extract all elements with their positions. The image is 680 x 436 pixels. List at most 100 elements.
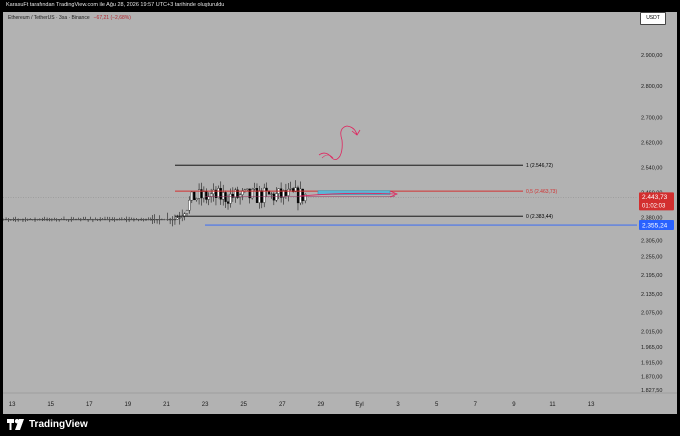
tradingview-logo[interactable]: TradingView — [7, 419, 88, 430]
candle-body — [108, 219, 111, 221]
chart-frame — [3, 12, 677, 414]
candle — [120, 217, 123, 221]
candle — [231, 187, 234, 202]
candle-body — [151, 219, 154, 221]
candle — [253, 182, 256, 191]
candle — [163, 218, 166, 221]
candle-body — [205, 191, 208, 200]
candle — [251, 187, 254, 200]
price-axis-tick: 1.915,00 — [641, 361, 662, 367]
candle-body — [62, 219, 66, 221]
price-axis-tick: 2.800,00 — [641, 84, 662, 90]
top-bar: KarasuFt tarafından TradingView.com ile … — [0, 0, 680, 12]
time-axis-tick: Eyl — [355, 402, 363, 408]
candle — [26, 218, 29, 221]
candle — [96, 218, 99, 221]
candle — [144, 218, 148, 221]
price-change: −67,21 (−2,68%) — [93, 15, 131, 21]
price-axis-tick: 2.700,00 — [641, 115, 662, 121]
candle-body — [280, 188, 283, 198]
candle — [185, 209, 189, 216]
price-axis-tick: 2.015,00 — [641, 329, 662, 335]
annotation-arrow-right[interactable] — [299, 190, 399, 198]
candle — [226, 194, 230, 210]
candle-body — [176, 217, 179, 220]
candle-body — [234, 189, 237, 198]
candle-body — [17, 219, 20, 221]
candle — [115, 218, 119, 221]
candle — [171, 216, 174, 227]
candle-body — [130, 219, 133, 221]
time-axis-tick: 15 — [47, 402, 54, 408]
candle-body — [289, 188, 292, 190]
candle — [173, 214, 177, 225]
candle-body — [128, 219, 131, 221]
candle-body — [265, 187, 268, 192]
candle — [272, 192, 275, 206]
currency-button[interactable]: USDT — [640, 12, 666, 25]
candle — [43, 216, 46, 221]
candle-body — [33, 219, 37, 221]
candle — [219, 181, 222, 205]
time-axis-tick: 17 — [86, 402, 93, 408]
candle — [205, 188, 208, 204]
candle — [50, 218, 53, 222]
time-axis-tick: 25 — [240, 402, 247, 408]
candle — [270, 192, 273, 199]
candle-body — [241, 190, 244, 195]
candle-body — [3, 219, 5, 221]
candle-body — [19, 219, 22, 221]
candle-body — [31, 219, 34, 221]
candle-body — [253, 188, 256, 190]
candle-body — [243, 189, 246, 191]
candle — [158, 215, 161, 225]
candle-body — [239, 194, 242, 198]
candle — [99, 217, 102, 222]
candle-body — [197, 189, 201, 199]
candle-body — [12, 219, 15, 221]
time-axis-tick: 13 — [588, 402, 595, 408]
candle-body — [84, 219, 87, 221]
brand-name: TradingView — [29, 419, 88, 430]
candle — [118, 217, 121, 221]
candle-body — [101, 219, 104, 221]
candle-body — [48, 219, 51, 221]
candle-body — [111, 219, 114, 221]
candle — [24, 217, 27, 222]
candle-body — [43, 219, 46, 221]
candle-body — [36, 219, 39, 221]
candle-body — [160, 219, 163, 221]
candle-body — [137, 219, 140, 221]
ray-price-badge — [639, 220, 674, 231]
candle-body — [251, 189, 254, 199]
candle — [65, 218, 68, 221]
candle-body — [94, 219, 97, 221]
time-axis-tick: 5 — [435, 402, 439, 408]
candle — [222, 184, 225, 206]
candle-body — [14, 219, 17, 221]
candle-body — [153, 219, 156, 221]
candle-body — [82, 219, 85, 221]
annotation-arrow-up[interactable] — [318, 125, 361, 160]
highlight-zone[interactable] — [317, 190, 391, 195]
price-axis-tick: 2.620,00 — [641, 140, 662, 146]
price-axis-tick: 1.827,50 — [641, 388, 662, 394]
candle — [137, 218, 140, 222]
candle-body — [222, 192, 225, 200]
candle — [4, 217, 8, 221]
time-axis-tick: 9 — [512, 402, 516, 408]
candle — [89, 216, 92, 221]
candle — [19, 218, 22, 221]
price-axis[interactable] — [637, 12, 677, 414]
candle — [79, 217, 82, 222]
candle-body — [287, 189, 290, 196]
candle-body — [156, 219, 159, 221]
time-axis-tick: 21 — [163, 402, 170, 408]
candle — [255, 183, 259, 203]
time-axis-tick: 19 — [125, 402, 132, 408]
candle-body — [24, 219, 27, 221]
candle — [224, 190, 227, 208]
candle-body — [135, 219, 138, 221]
candle — [87, 219, 90, 222]
